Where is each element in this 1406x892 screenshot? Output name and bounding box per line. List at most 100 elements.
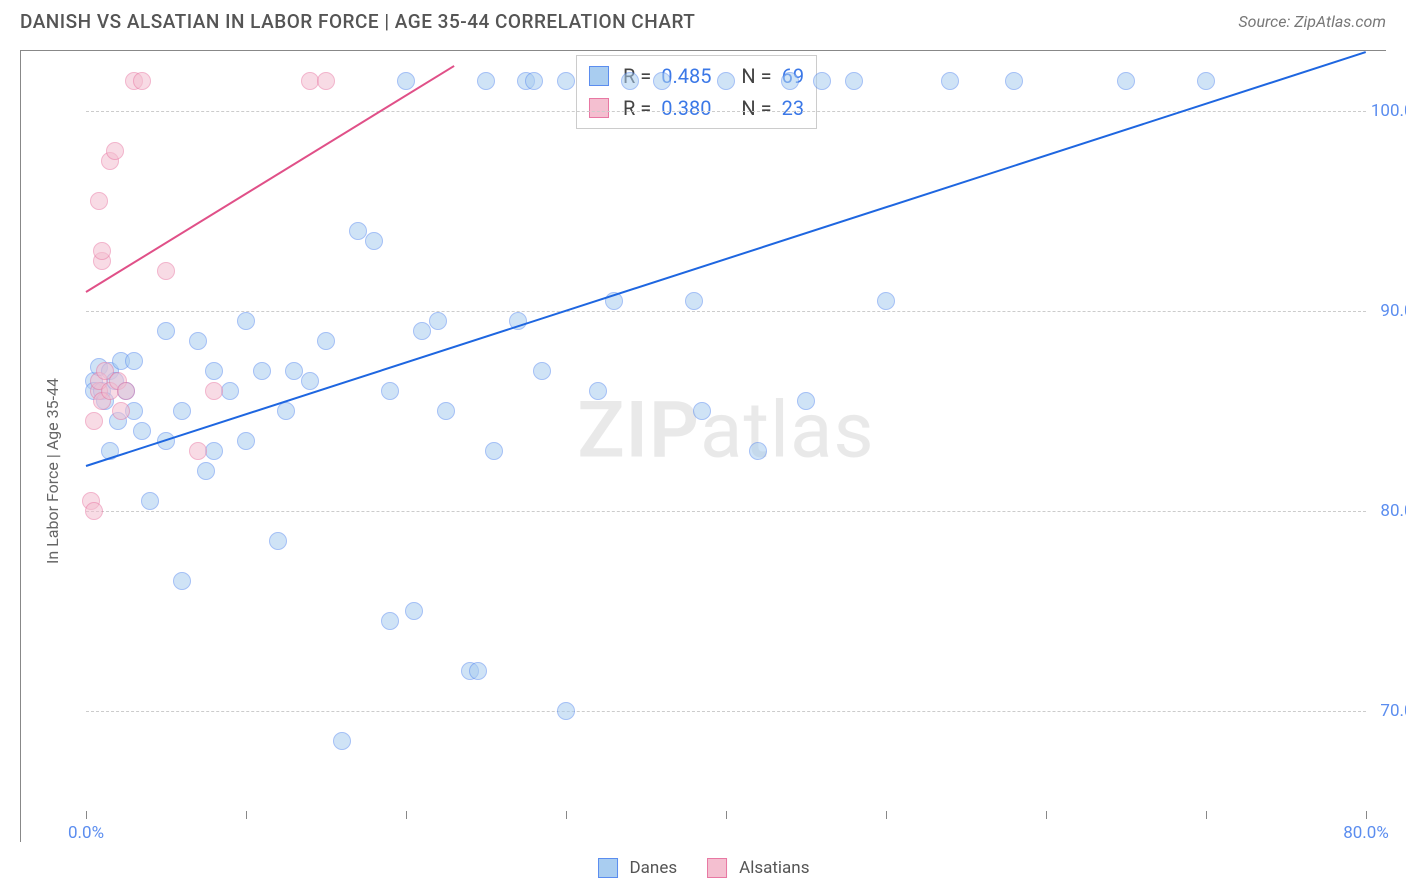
scatter-point [93, 242, 111, 260]
scatter-point [365, 232, 383, 250]
scatter-point [469, 662, 487, 680]
scatter-point [112, 402, 130, 420]
chart-source: Source: ZipAtlas.com [1238, 12, 1386, 31]
scatter-point [381, 382, 399, 400]
scatter-point [221, 382, 239, 400]
scatter-point [85, 412, 103, 430]
legend-label: Alsatians [739, 858, 809, 878]
scatter-point [197, 462, 215, 480]
x-tick [886, 811, 887, 819]
legend-n-value: 23 [782, 92, 804, 124]
scatter-point [237, 432, 255, 450]
y-tick-label: 70.0% [1380, 701, 1406, 721]
y-tick-label: 80.0% [1380, 501, 1406, 521]
scatter-point [141, 492, 159, 510]
chart-area: In Labor Force | Age 35-44 ZIPatlas R = … [20, 50, 1386, 842]
scatter-point [813, 72, 831, 90]
scatter-point [277, 402, 295, 420]
scatter-point [301, 372, 319, 390]
scatter-point [797, 392, 815, 410]
scatter-point [877, 292, 895, 310]
legend-n-label: N = [741, 92, 771, 124]
scatter-point [189, 332, 207, 350]
legend-swatch [589, 66, 609, 86]
scatter-point [1005, 72, 1023, 90]
scatter-point [317, 72, 335, 90]
series-legend: Danes Alsatians [598, 858, 810, 878]
x-tick [246, 811, 247, 819]
scatter-point [173, 402, 191, 420]
legend-swatch [598, 858, 618, 878]
legend-item: Alsatians [707, 858, 809, 878]
scatter-point [381, 612, 399, 630]
scatter-point [525, 72, 543, 90]
x-tick [1046, 811, 1047, 819]
scatter-point [205, 362, 223, 380]
legend-row: R = 0.380 N = 23 [589, 92, 804, 124]
trend-line [85, 65, 454, 293]
x-tick [1366, 811, 1367, 819]
x-tick-label: 0.0% [68, 823, 104, 843]
scatter-point [117, 382, 135, 400]
legend-label: Danes [630, 858, 678, 878]
legend-n-label: N = [741, 60, 771, 92]
scatter-point [205, 442, 223, 460]
scatter-point [157, 322, 175, 340]
y-axis-label: In Labor Force | Age 35-44 [43, 378, 62, 564]
watermark: ZIPatlas [577, 386, 874, 477]
scatter-point [429, 312, 447, 330]
correlation-legend: R = 0.485 N = 69R = 0.380 N = 23 [576, 55, 817, 129]
scatter-point [557, 702, 575, 720]
scatter-point [317, 332, 335, 350]
scatter-point [237, 312, 255, 330]
scatter-point [253, 362, 271, 380]
scatter-point [85, 502, 103, 520]
scatter-point [106, 142, 124, 160]
scatter-point [405, 602, 423, 620]
scatter-point [413, 322, 431, 340]
scatter-point [349, 222, 367, 240]
scatter-point [557, 72, 575, 90]
scatter-point [125, 352, 143, 370]
scatter-point [173, 572, 191, 590]
scatter-point [693, 402, 711, 420]
scatter-point [781, 72, 799, 90]
scatter-point [749, 442, 767, 460]
scatter-point [90, 192, 108, 210]
scatter-point [157, 262, 175, 280]
scatter-point [205, 382, 223, 400]
x-tick [1206, 811, 1207, 819]
scatter-point [397, 72, 415, 90]
scatter-point [621, 72, 639, 90]
legend-r-value: 0.380 [661, 92, 711, 124]
scatter-point [477, 72, 495, 90]
chart-title: DANISH VS ALSATIAN IN LABOR FORCE | AGE … [20, 10, 695, 33]
y-tick-label: 90.0% [1380, 301, 1406, 321]
y-tick-label: 100.0% [1371, 101, 1406, 121]
scatter-point [133, 72, 151, 90]
scatter-point [485, 442, 503, 460]
gridline [86, 311, 1366, 312]
scatter-point [845, 72, 863, 90]
scatter-point [941, 72, 959, 90]
legend-swatch [589, 98, 609, 118]
gridline [86, 711, 1366, 712]
scatter-point [685, 292, 703, 310]
gridline [86, 511, 1366, 512]
scatter-point [437, 402, 455, 420]
x-tick [86, 811, 87, 819]
scatter-point [653, 72, 671, 90]
scatter-point [717, 72, 735, 90]
x-tick [406, 811, 407, 819]
scatter-point [333, 732, 351, 750]
scatter-point [133, 422, 151, 440]
plot-region: ZIPatlas R = 0.485 N = 69R = 0.380 N = 2… [86, 51, 1366, 811]
legend-swatch [707, 858, 727, 878]
x-tick [726, 811, 727, 819]
scatter-point [1117, 72, 1135, 90]
scatter-point [285, 362, 303, 380]
scatter-point [589, 382, 607, 400]
scatter-point [533, 362, 551, 380]
x-tick-label: 80.0% [1343, 823, 1389, 843]
legend-item: Danes [598, 858, 678, 878]
